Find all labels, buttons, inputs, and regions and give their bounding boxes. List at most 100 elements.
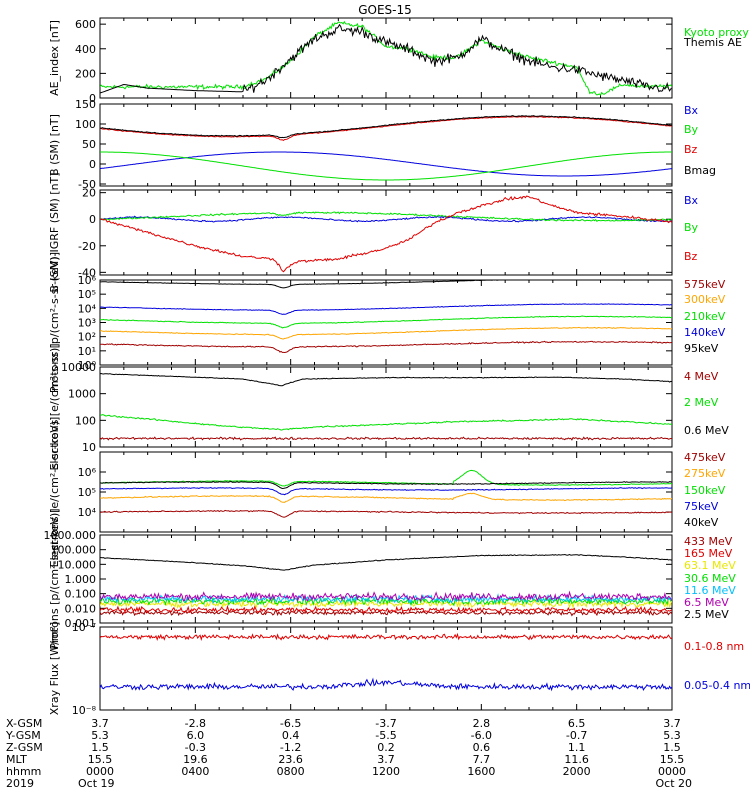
footer-value: 0400 bbox=[181, 765, 209, 778]
legend-label: Bz bbox=[684, 143, 698, 156]
legend-label: Bz bbox=[684, 250, 698, 263]
footer-value: 1.1 bbox=[568, 741, 586, 754]
series-line-x_long bbox=[100, 632, 672, 642]
series-line-d_bz bbox=[100, 195, 672, 273]
footer-value: 3.7 bbox=[663, 717, 681, 730]
legend-label: 150keV bbox=[684, 484, 726, 497]
y-tick-label: 100 bbox=[75, 118, 96, 131]
y-tick-label: 100 bbox=[75, 414, 96, 427]
series-line-b_bz bbox=[100, 115, 672, 141]
footer-value: 11.6 bbox=[564, 753, 589, 766]
footer-value: 15.5 bbox=[88, 753, 113, 766]
y-tick-label: -20 bbox=[78, 240, 96, 253]
legend-label: 2.5 MeV bbox=[684, 608, 729, 621]
legend-label: Kyoto proxy AE bbox=[684, 26, 750, 39]
footer-value: Oct 20 bbox=[655, 777, 692, 790]
series-line-ae_green bbox=[100, 20, 672, 96]
footer-value: -3.7 bbox=[375, 717, 396, 730]
legend-label: Bx bbox=[684, 194, 699, 207]
footer-value: 2000 bbox=[563, 765, 591, 778]
legend-label: 433 MeV bbox=[684, 535, 733, 548]
footer-value: 19.6 bbox=[183, 753, 208, 766]
footer-value: 23.6 bbox=[278, 753, 303, 766]
y-axis-label: Electrons [e/(cm²-s-sr)] bbox=[48, 343, 61, 470]
legend-label: 140keV bbox=[684, 326, 726, 339]
y-tick-label: 10⁻⁸ bbox=[72, 704, 97, 717]
footer-value: 7.7 bbox=[473, 753, 491, 766]
panel-dbigrf: -40 -20 0 20 B (SM)-IGRF (SM) [nT] Bx By Bz bbox=[48, 172, 699, 292]
series-line-e_06 bbox=[100, 372, 672, 387]
series-line-ph_433 bbox=[100, 609, 672, 617]
series-line-e_4 bbox=[100, 436, 672, 441]
y-tick-label: 10³ bbox=[78, 317, 96, 330]
legend-label: Bx bbox=[684, 104, 699, 117]
y-tick-label: 200 bbox=[75, 67, 96, 80]
series-line-p_300 bbox=[100, 326, 672, 340]
y-tick-label: 10⁵ bbox=[78, 486, 96, 499]
footer-value: 6.5 bbox=[568, 717, 586, 730]
y-tick-label: 0.010 bbox=[65, 602, 97, 615]
footer-value: 5.3 bbox=[91, 729, 109, 742]
series-line-b_bmag bbox=[100, 115, 672, 139]
series-line-e_2 bbox=[100, 414, 672, 431]
y-axis-label: Protons [p/(cm²-s-sr-keV)] bbox=[48, 252, 61, 393]
series-line-el_150 bbox=[100, 469, 672, 487]
panel-frame bbox=[99, 103, 673, 187]
legend-label: By bbox=[684, 123, 699, 136]
footer-value: -6.5 bbox=[280, 717, 301, 730]
footer-value: -5.5 bbox=[375, 729, 396, 742]
y-tick-label: 100.000 bbox=[51, 544, 97, 557]
series-line-ph_11 bbox=[100, 593, 672, 605]
legend-label: 40keV bbox=[684, 516, 719, 529]
y-tick-label: 150 bbox=[75, 98, 96, 111]
y-tick-label: 0.001 bbox=[65, 617, 97, 630]
footer-row-label: Y-GSM bbox=[5, 729, 41, 742]
panel-ae: 0 200 400 600 AE_index [nT] Kyoto proxy AEThe… bbox=[48, 17, 750, 105]
y-tick-label: 50 bbox=[82, 138, 96, 151]
series-line-b_by bbox=[100, 151, 672, 181]
footer-value: 15.5 bbox=[660, 753, 685, 766]
series-line-p_575 bbox=[100, 340, 672, 354]
legend-label: 0.6 MeV bbox=[684, 424, 729, 437]
y-tick-label: 0 bbox=[89, 213, 96, 226]
footer-value: Oct 19 bbox=[78, 777, 115, 790]
ephemeris-footer: X-GSM 3.7 -2.8 -6.5 -3.7 2.8 6.5 3.7 Y-GSM 5.3 6.0… bbox=[5, 717, 692, 790]
legend-label: 165 MeV bbox=[684, 547, 733, 560]
footer-value: 1.5 bbox=[663, 741, 681, 754]
legend-label: 63.1 MeV bbox=[684, 559, 736, 572]
footer-value: 1200 bbox=[372, 765, 400, 778]
footer-value: 1600 bbox=[467, 765, 495, 778]
series-line-el_40 bbox=[100, 480, 672, 490]
y-tick-label: 10⁶ bbox=[78, 466, 97, 479]
legend-label: 475keV bbox=[684, 451, 726, 464]
y-axis-label: B (SM) [nT] bbox=[48, 114, 61, 176]
series-line-d_bx bbox=[100, 215, 672, 223]
y-tick-label: 10⁴ bbox=[78, 302, 97, 315]
series-line-el_275 bbox=[100, 492, 672, 503]
footer-value: 0000 bbox=[658, 765, 686, 778]
series-line-d_by bbox=[100, 211, 672, 222]
y-tick-label: 1000 bbox=[68, 388, 96, 401]
legend-label: 6.5 MeV bbox=[684, 596, 729, 609]
y-tick-label: 10.000 bbox=[58, 558, 97, 571]
y-tick-label: -40 bbox=[78, 266, 96, 279]
y-axis-label: B (SM)-IGRF (SM) [nT] bbox=[48, 172, 61, 292]
footer-value: 0.4 bbox=[282, 729, 300, 742]
footer-row-label: X-GSM bbox=[6, 717, 42, 730]
y-tick-label: 20 bbox=[82, 187, 96, 200]
y-axis-label: AE_index [nT] bbox=[48, 20, 61, 96]
panel-frame bbox=[99, 189, 673, 276]
legend-label: By bbox=[684, 221, 699, 234]
footer-value: 6.0 bbox=[187, 729, 205, 742]
series-line-ph_165 bbox=[100, 604, 672, 615]
footer-value: -2.8 bbox=[185, 717, 206, 730]
panel-frame bbox=[99, 366, 673, 448]
panel-b: -50 0 50 100 150 B (SM) [nT] Bx By Bz Bmag bbox=[48, 98, 716, 191]
y-tick-label: 600 bbox=[75, 18, 96, 31]
y-tick-label: 0 bbox=[89, 92, 96, 105]
legend-label: Bmag bbox=[684, 164, 716, 177]
legend-label: 30.6 MeV bbox=[684, 572, 736, 585]
